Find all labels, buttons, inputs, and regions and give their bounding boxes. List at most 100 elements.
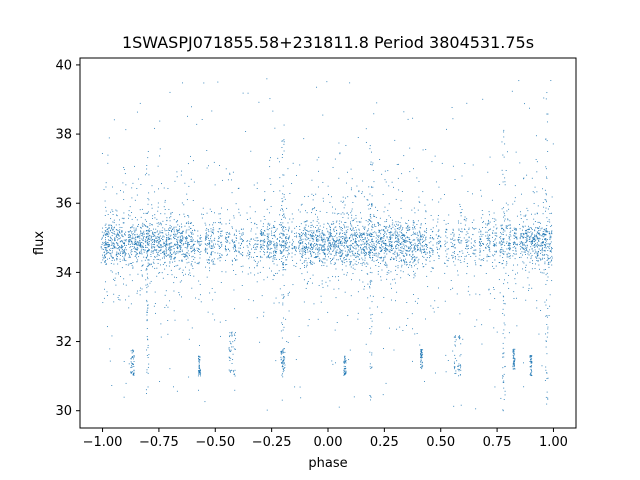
data-point [139,102,141,104]
data-point [370,257,371,259]
data-point [121,234,123,236]
data-point [101,254,103,256]
data-point [322,286,324,288]
data-point [334,246,336,248]
data-point [305,252,307,253]
data-point [214,252,216,254]
data-point [299,253,301,255]
data-point [219,253,221,255]
data-point [379,224,381,226]
data-point [372,241,374,243]
data-point [275,258,277,260]
data-point [128,253,129,255]
data-point [398,249,400,251]
data-point [165,241,167,243]
data-point [405,261,407,263]
data-point [422,191,424,193]
data-point [475,255,477,257]
data-point [256,182,258,184]
data-point [404,261,406,263]
data-point [494,244,495,246]
data-point [322,240,324,242]
data-point [146,267,148,269]
data-point [384,250,386,251]
data-point [468,254,470,255]
data-point [139,251,140,253]
data-point [534,221,536,222]
data-point [159,235,161,237]
data-point [515,273,516,275]
data-point [105,242,106,244]
data-point [446,265,448,267]
data-point [151,204,153,206]
data-point [313,232,315,233]
data-point [215,243,216,245]
data-point [435,234,437,236]
data-point [338,406,340,408]
data-point [111,252,113,254]
data-point [152,239,154,241]
data-point [324,253,326,255]
data-point [429,252,431,254]
data-point [113,227,115,229]
data-point [534,246,536,248]
data-point [181,272,183,274]
data-point [332,221,334,223]
data-point [323,254,325,255]
data-point [188,261,190,263]
data-point [122,246,124,247]
data-point [505,264,507,266]
data-point [508,242,510,244]
data-point [256,281,258,283]
data-point [163,250,165,252]
data-point [164,213,166,215]
data-point [246,240,248,242]
data-point [373,253,375,255]
data-point [400,259,402,261]
data-point [219,222,221,224]
data-point [310,252,312,254]
data-point [374,250,376,252]
data-point [519,238,521,240]
data-point [124,233,126,235]
data-point [548,315,550,316]
data-point [375,264,377,266]
data-point [542,233,544,235]
data-point [541,241,543,243]
data-point [228,236,230,238]
data-point [513,237,515,239]
data-point [396,259,397,261]
data-point [316,255,318,257]
data-point [545,283,547,285]
data-point [364,246,366,248]
data-point [264,234,266,236]
data-point [145,244,147,246]
data-point [340,244,342,246]
data-point [518,80,520,82]
data-point [345,230,347,232]
data-point [452,251,454,253]
data-point [156,239,158,241]
data-point [234,242,236,243]
data-point [488,221,490,223]
data-point [281,257,283,259]
data-point [385,382,387,384]
data-point [323,237,325,239]
data-point [397,255,399,257]
data-point [187,241,189,243]
data-point [105,247,106,248]
data-point [458,236,459,238]
data-point [234,244,236,246]
data-point [225,236,226,238]
data-point [266,276,268,278]
data-point [403,234,405,236]
data-point [507,252,509,254]
data-point [542,234,544,236]
data-point [353,220,355,221]
data-point [500,248,502,250]
data-point [419,239,421,241]
data-point [419,250,421,252]
data-point [488,256,489,257]
data-point [183,204,185,206]
data-point [541,365,543,367]
